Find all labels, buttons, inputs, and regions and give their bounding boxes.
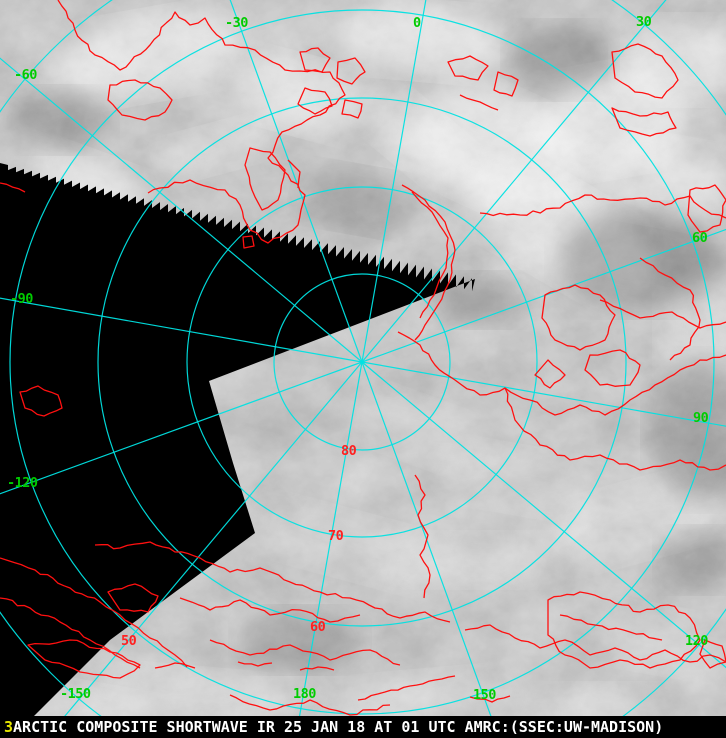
product-title: ARCTIC COMPOSITE SHORTWAVE IR 25 JAN 18 … bbox=[13, 718, 664, 736]
coastline bbox=[0, 182, 26, 193]
coastline bbox=[547, 591, 701, 669]
longitude-label: 180 bbox=[293, 686, 316, 702]
no-data-black-sector bbox=[0, 163, 475, 738]
coastline bbox=[242, 235, 255, 249]
coastline bbox=[541, 284, 616, 351]
latitude-label: 50 bbox=[121, 633, 137, 649]
coastline bbox=[0, 557, 188, 668]
longitude-meridian bbox=[0, 57, 363, 363]
latitude-label: 80 bbox=[341, 443, 357, 459]
coastline bbox=[699, 639, 726, 669]
coastline bbox=[244, 147, 286, 211]
coastline bbox=[154, 662, 196, 669]
coastline bbox=[464, 624, 726, 663]
coastline bbox=[27, 639, 141, 679]
coastline bbox=[229, 694, 391, 716]
coastline bbox=[107, 79, 173, 121]
longitude-label: 0 bbox=[413, 15, 421, 31]
longitude-label: 60 bbox=[692, 230, 708, 246]
coastline bbox=[401, 184, 456, 341]
latitude-circle bbox=[186, 186, 538, 538]
coastline bbox=[493, 71, 519, 97]
longitude-meridian bbox=[361, 228, 726, 363]
longitude-label: 150 bbox=[473, 687, 496, 703]
coastline bbox=[237, 661, 273, 667]
longitude-meridian bbox=[361, 361, 500, 738]
status-bar: 3 ARCTIC COMPOSITE SHORTWAVE IR 25 JAN 18… bbox=[0, 716, 726, 738]
longitude-label: -30 bbox=[225, 15, 248, 31]
longitude-meridian bbox=[361, 361, 726, 427]
coastline bbox=[0, 597, 141, 669]
longitude-meridian bbox=[361, 0, 667, 363]
coastline bbox=[297, 87, 333, 115]
coastline bbox=[94, 541, 451, 623]
latitude-label: 60 bbox=[310, 619, 326, 635]
coastline bbox=[411, 191, 449, 319]
coastline bbox=[469, 695, 511, 703]
longitude-meridian bbox=[0, 297, 363, 363]
coastline bbox=[299, 47, 331, 73]
longitude-label: 120 bbox=[685, 633, 708, 649]
coastline bbox=[397, 331, 726, 416]
coastline bbox=[559, 614, 663, 641]
latitude-label: 70 bbox=[328, 528, 344, 544]
coastline bbox=[599, 299, 726, 329]
longitude-meridian bbox=[229, 0, 363, 363]
longitude-meridian bbox=[0, 361, 363, 495]
coastline bbox=[687, 184, 726, 233]
longitude-meridian bbox=[361, 0, 427, 363]
latitude-circle bbox=[97, 97, 627, 627]
coastline bbox=[414, 474, 431, 599]
coastline bbox=[611, 43, 679, 99]
frame-number: 3 bbox=[4, 718, 14, 736]
coastline bbox=[57, 0, 346, 244]
longitude-meridian bbox=[295, 361, 363, 738]
latitude-circle bbox=[273, 273, 451, 451]
latitude-circle bbox=[9, 9, 715, 715]
coastline-overlay bbox=[0, 0, 726, 716]
coastline bbox=[107, 583, 159, 613]
longitude-label: -120 bbox=[7, 475, 38, 491]
missing-data-wedge bbox=[0, 163, 475, 738]
longitude-label: -150 bbox=[60, 686, 91, 702]
coastline bbox=[357, 675, 456, 701]
coastline bbox=[534, 359, 566, 389]
coastline bbox=[287, 159, 301, 189]
coastline bbox=[479, 194, 726, 219]
coastline bbox=[639, 257, 701, 361]
coastline bbox=[447, 55, 489, 81]
coastline bbox=[459, 94, 499, 111]
coastline bbox=[299, 666, 335, 671]
coastline bbox=[336, 57, 366, 85]
longitude-label: 30 bbox=[636, 14, 652, 30]
coastline bbox=[19, 385, 63, 417]
coastline bbox=[504, 387, 726, 471]
coastline bbox=[209, 639, 401, 666]
coastline bbox=[584, 349, 641, 387]
longitude-meridian bbox=[361, 361, 726, 669]
coastline bbox=[611, 107, 677, 137]
longitude-label: -60 bbox=[14, 67, 37, 83]
coastline bbox=[341, 99, 363, 119]
coastline bbox=[179, 597, 361, 623]
grid-labels: -60 -90 -120 -150 -30 0 30 60 90 120 150 180 80 70 60 5… bbox=[7, 14, 709, 703]
longitude-label: 90 bbox=[693, 410, 709, 426]
longitude-label: -90 bbox=[10, 291, 33, 307]
